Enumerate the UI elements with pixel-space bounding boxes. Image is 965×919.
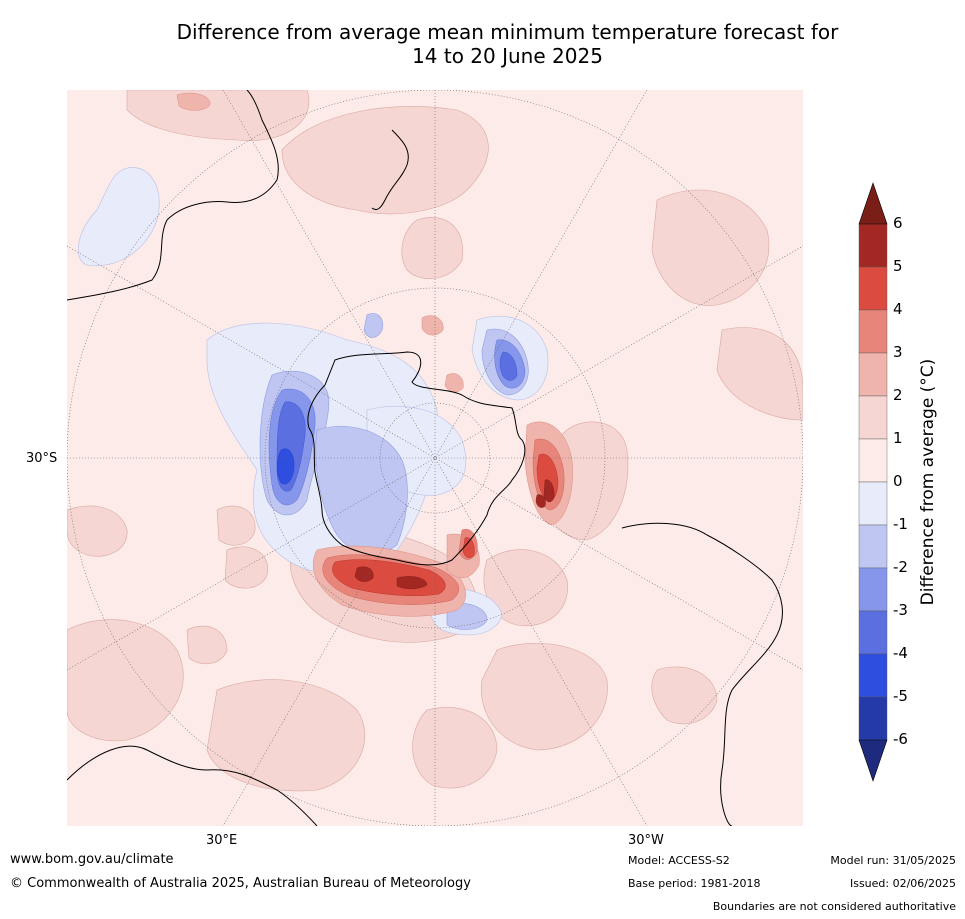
new-zealand-outline [371, 129, 409, 211]
coastlines [67, 90, 783, 826]
colorbar-tick-label: -1 [893, 515, 908, 533]
colorbar-svg [858, 182, 888, 782]
colorbar-tick-label: -2 [893, 558, 908, 576]
colorbar-tick-label: -5 [893, 687, 908, 705]
south-america-outline [621, 522, 783, 826]
colorbar-bin [858, 223, 888, 268]
longitude-label-30e: 30°E [206, 833, 238, 848]
colorbar-tick-label: -4 [893, 644, 908, 662]
colorbar-tick-label: 5 [893, 257, 903, 275]
colorbar-over-arrow [858, 182, 888, 225]
colorbar-title: Difference from average (°C) [918, 358, 938, 606]
colorbar-tick-label: -3 [893, 601, 908, 619]
colorbar-tick-label: 0 [893, 472, 903, 490]
latitude-label: 30°S [26, 451, 58, 466]
anomaly-5-to-6 [354, 479, 555, 590]
issued-text: Issued: 02/06/2025 [849, 877, 956, 890]
africa-outline [67, 745, 318, 826]
anomaly-minus-4-to-minus-5 [277, 448, 295, 485]
colorbar-tick-label: 3 [893, 343, 903, 361]
antarctica-outline [307, 351, 526, 566]
colorbar-tick-label: 6 [893, 214, 903, 232]
colorbar-tick-label: 1 [893, 429, 903, 447]
title-line-1: Difference from average mean minimum tem… [176, 20, 839, 44]
colorbar-bin [858, 610, 888, 655]
base-period-text: Base period: 1981-2018 [628, 877, 761, 890]
colorbar-tick-label: 2 [893, 386, 903, 404]
australia-outline [67, 90, 279, 301]
colorbar-bin [858, 352, 888, 397]
title-line-2: 14 to 20 June 2025 [412, 44, 603, 68]
colorbar-bin [858, 653, 888, 698]
longitude-label-30w: 30°W [628, 833, 664, 848]
colorbar-bin [858, 567, 888, 612]
colorbar-bin [858, 438, 888, 483]
colorbar-bin [858, 696, 888, 741]
map-svg [67, 90, 803, 826]
colorbar-bin [858, 309, 888, 354]
copyright-text: © Commonwealth of Australia 2025, Austra… [10, 876, 471, 891]
forecast-map [67, 90, 803, 826]
model-text: Model: ACCESS-S2 [628, 854, 730, 867]
website-link[interactable]: www.bom.gov.au/climate [10, 852, 174, 867]
colorbar-bin [858, 395, 888, 440]
colorbar-bin [858, 266, 888, 311]
colorbar-bin [858, 524, 888, 569]
graticule [67, 90, 803, 826]
colorbar-under-arrow [858, 739, 888, 782]
colorbar-bin [858, 481, 888, 526]
model-run-text: Model run: 31/05/2025 [830, 854, 956, 867]
colorbar-tick-label: 4 [893, 300, 903, 318]
chart-title: Difference from average mean minimum tem… [60, 20, 955, 68]
disclaimer-text: Boundaries are not considered authoritat… [712, 900, 956, 913]
colorbar-tick-label: -6 [893, 730, 908, 748]
colorbar [856, 180, 956, 790]
